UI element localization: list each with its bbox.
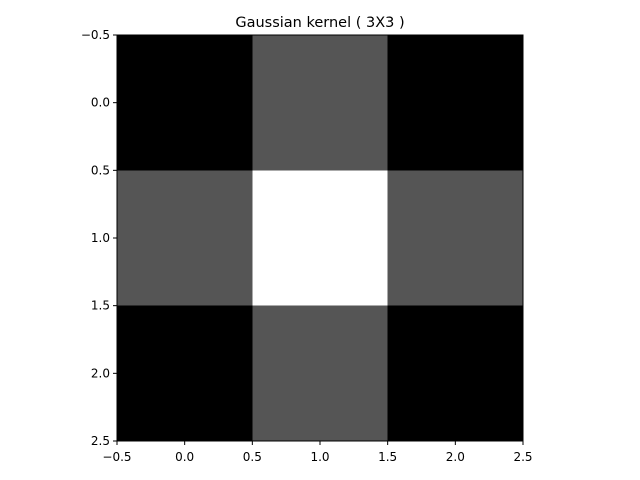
y-tick-label: −0.5 [81, 28, 110, 42]
heatmap-cell-2-2 [388, 306, 523, 441]
y-tick-label: 2.0 [91, 366, 110, 380]
heatmap-cell-0-1 [252, 35, 387, 170]
chart-title: Gaussian kernel ( 3X3 ) [235, 15, 404, 31]
heatmap-cell-2-0 [117, 306, 252, 441]
x-tick-label: 0.0 [175, 450, 194, 464]
heatmap-cell-0-2 [388, 35, 523, 170]
x-tick-label: −0.5 [102, 450, 131, 464]
y-axis-ticks: −0.5 0.0 0.5 1.0 1.5 2.0 2.5 [81, 28, 117, 448]
y-tick-label: 0.5 [91, 163, 110, 177]
x-tick-label: 1.5 [378, 450, 397, 464]
x-tick-label: 1.0 [310, 450, 329, 464]
x-tick-label: 2.0 [446, 450, 465, 464]
heatmap-cell-0-0 [117, 35, 252, 170]
x-axis-ticks: −0.5 0.0 0.5 1.0 1.5 2.0 2.5 [102, 441, 532, 464]
heatmap-cell-1-0 [117, 170, 252, 305]
heatmap-cell-1-2 [388, 170, 523, 305]
y-tick-label: 2.5 [91, 434, 110, 448]
y-tick-label: 0.0 [91, 96, 110, 110]
x-tick-label: 0.5 [243, 450, 262, 464]
heatmap-cell-1-1 [252, 170, 387, 305]
y-tick-label: 1.5 [91, 299, 110, 313]
x-tick-label: 2.5 [513, 450, 532, 464]
heatmap-cell-2-1 [252, 306, 387, 441]
y-tick-label: 1.0 [91, 231, 110, 245]
heatmap-cells [117, 35, 523, 441]
